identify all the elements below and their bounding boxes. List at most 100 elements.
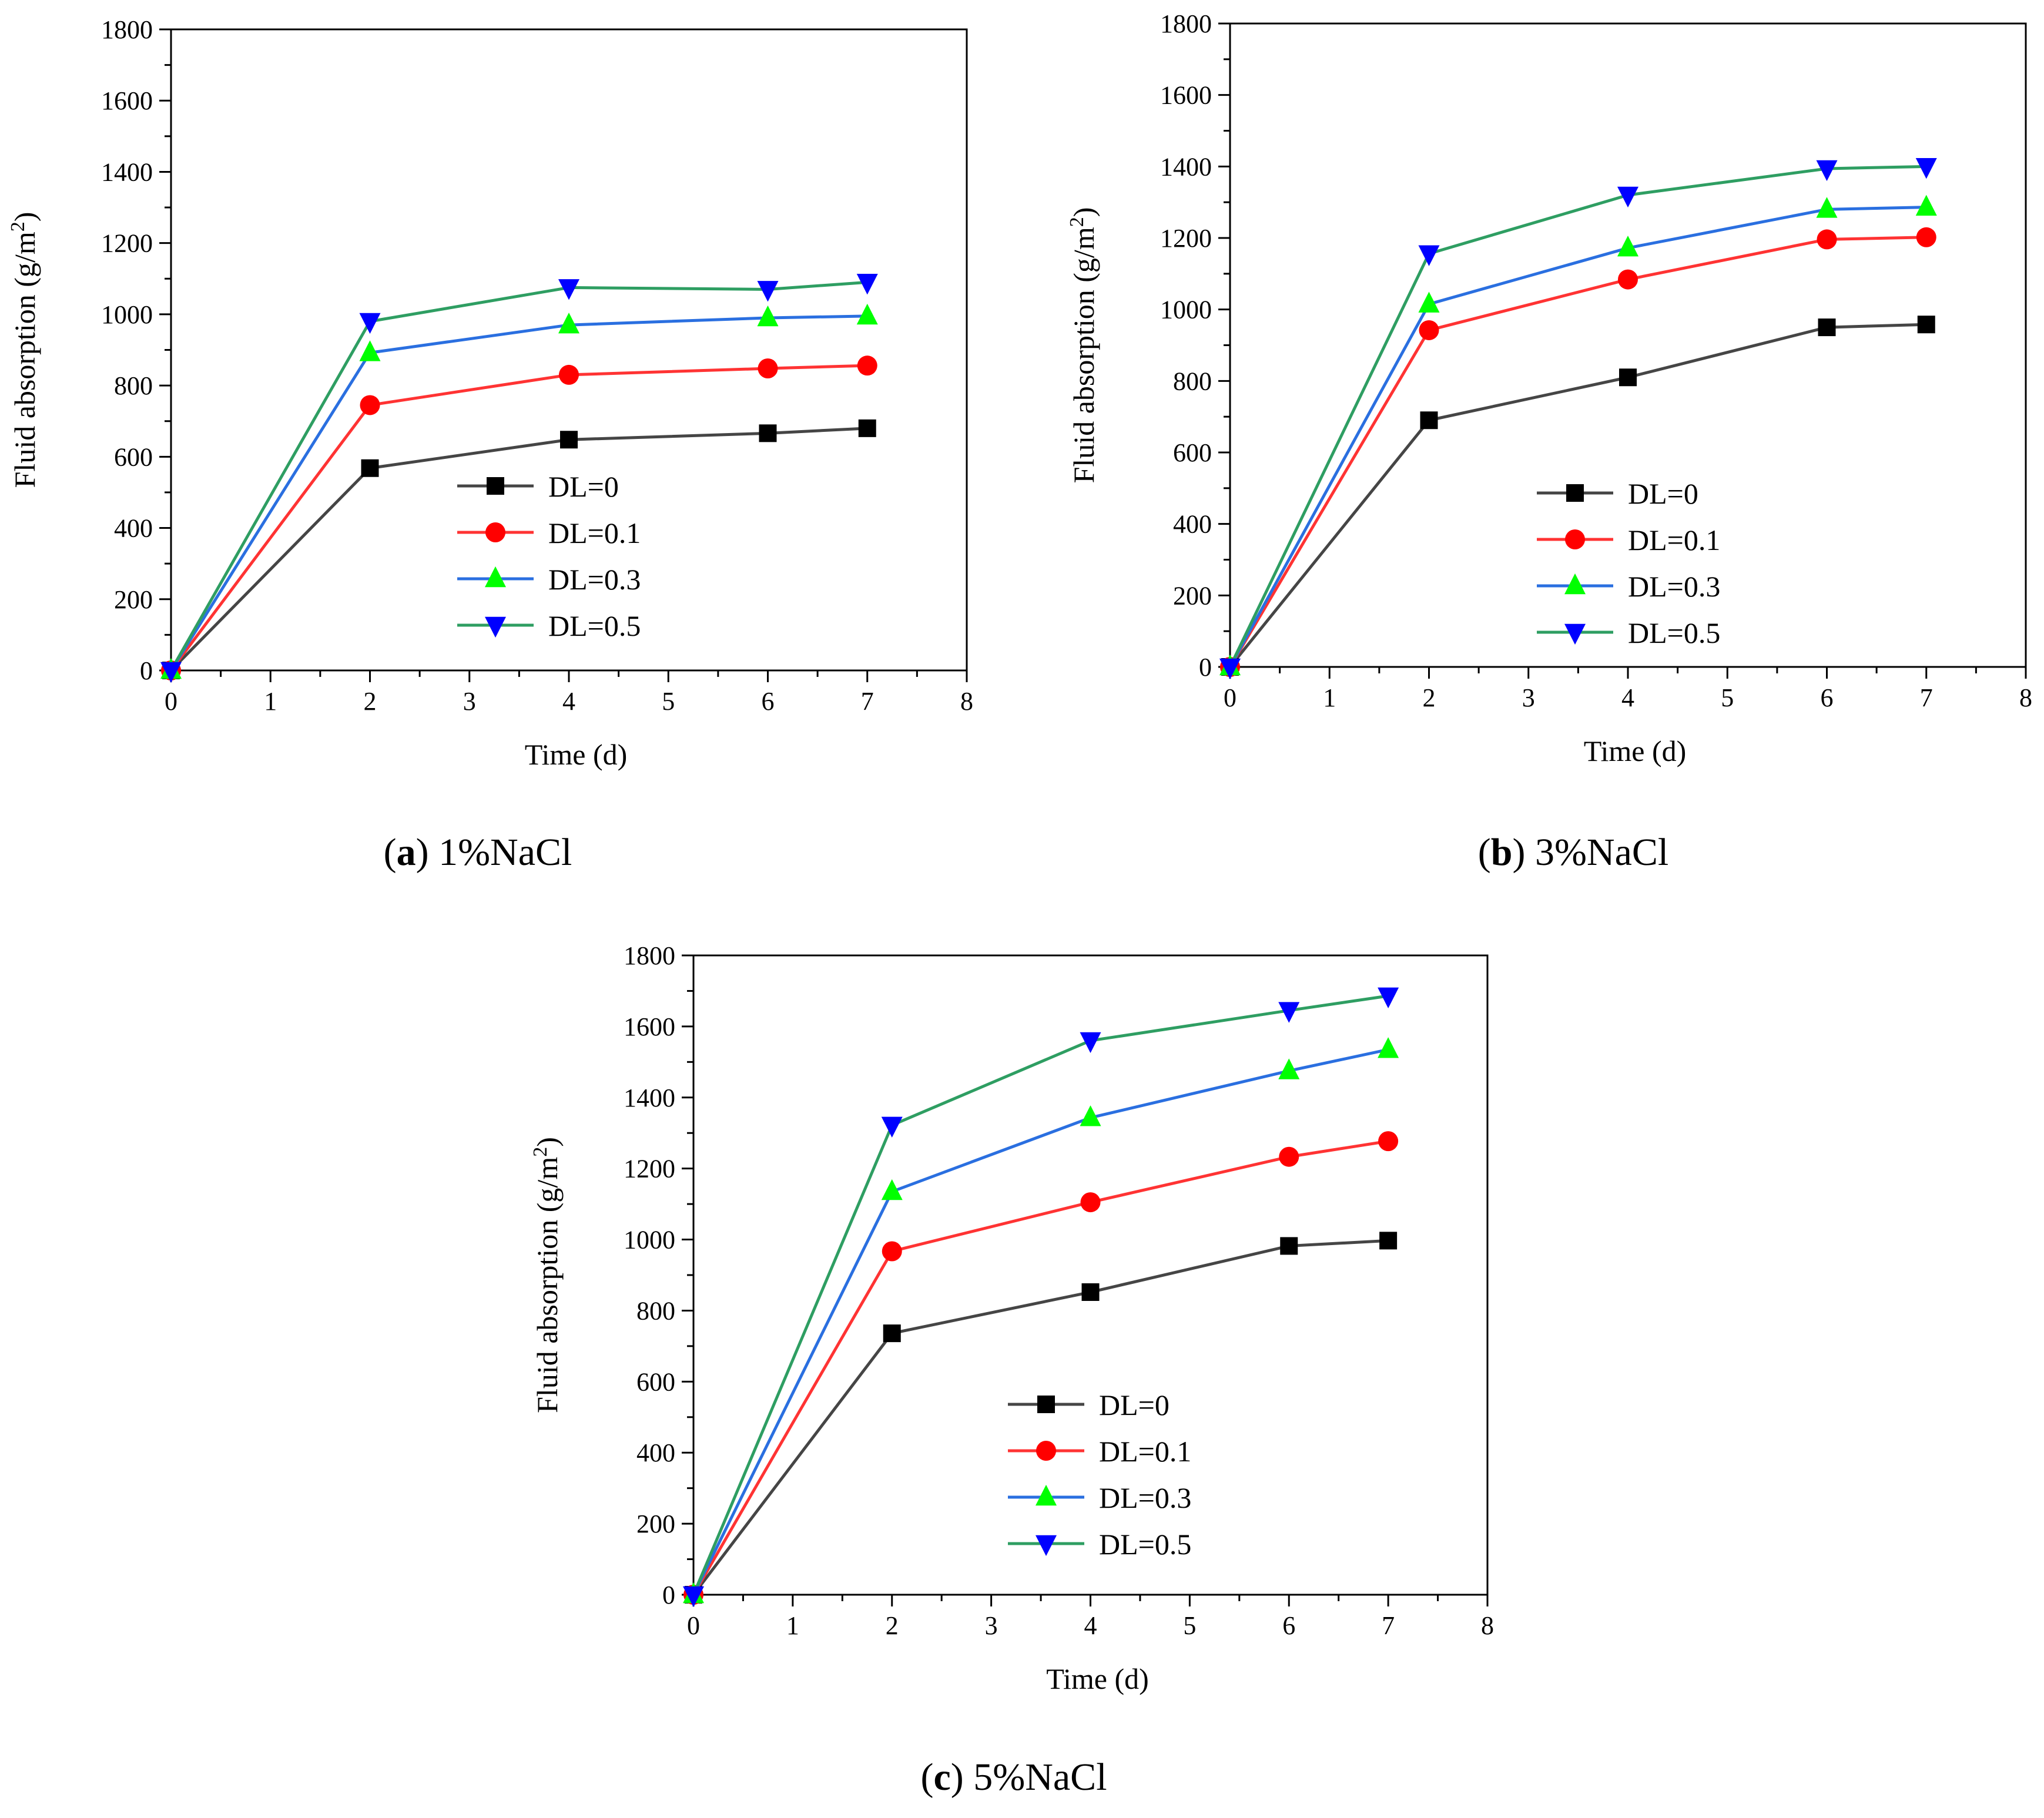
legend-swatch-marker [1036,1535,1057,1557]
legend-item: DL=0 [457,470,619,503]
data-point [1420,411,1438,430]
data-point [858,419,876,437]
series-DL=0.3 [160,303,878,679]
panel-caption: (b) 3%NaCl [1478,831,1668,874]
legend-label: DL=0.1 [1099,1435,1191,1468]
series-DL=0.3 [1219,194,1937,676]
y-axis-title-main: Fluid absorption (g/m [1067,227,1100,483]
x-tick-label: 7 [1382,1611,1395,1640]
x-tick-label: 6 [762,687,775,716]
x-tick-label: 0 [1224,683,1237,712]
data-point [558,312,579,334]
data-point [1219,658,1241,680]
data-point [757,305,779,327]
legend-swatch-marker [1564,623,1586,645]
legend-item: DL=0.3 [457,563,641,596]
legend-label: DL=0 [1099,1388,1170,1421]
chart-a: 0 1 2 3 4 5 6 7 8 0 200 400 600 800 1000 1200 1400 1600 18… [7,15,973,874]
x-tick-label: 7 [1920,683,1933,712]
y-tick-label: 1000 [1160,296,1212,324]
legend-swatch-marker [485,522,505,542]
data-point [1817,229,1837,250]
data-point [359,340,381,361]
y-tick-label: 600 [636,1367,675,1396]
caption-paren-close: ) [951,1756,973,1799]
legend-swatch-marker [485,616,506,638]
data-point [361,459,379,477]
data-point [1617,235,1638,257]
legend: DL=0 DL=0.1 DL=0.3 DL=0.5 [457,470,641,642]
data-point [160,662,182,683]
y-axis-title: Fluid absorption (g/m2) [7,212,41,488]
y-tick-label: 400 [1173,510,1212,539]
data-point [759,424,777,442]
data-point [1379,1232,1398,1250]
caption-label: 3%NaCl [1535,831,1668,874]
x-tick-label: 5 [1183,1611,1196,1640]
y-tick-label: 0 [1199,653,1212,682]
legend-swatch-marker [1564,573,1586,595]
legend-swatch-marker [1036,1484,1057,1506]
x-tick-label: 4 [1621,683,1634,712]
data-point [1619,368,1637,387]
y-tick-label: 1200 [1160,224,1212,253]
x-tick-label: 2 [886,1611,899,1640]
data-point [1816,197,1838,218]
series-DL=0.5 [1219,158,1937,680]
legend-label: DL=0.5 [1628,616,1720,649]
legend-item: DL=0.1 [1008,1435,1191,1468]
legend-label: DL=0.5 [1099,1528,1191,1561]
x-tick-label: 3 [1522,683,1535,712]
x-tick-label: 7 [861,687,874,716]
data-point [856,274,878,295]
y-tick-label: 1800 [101,15,153,44]
data-point [1280,1237,1298,1255]
caption-letter: a [397,831,416,874]
legend-item: DL=0.5 [457,609,641,642]
x-tick-label: 5 [662,687,675,716]
y-tick-label: 1600 [101,86,153,115]
y-tick-label: 1400 [1160,152,1212,181]
legend-item: DL=0 [1537,477,1698,510]
data-point [856,303,878,325]
y-tick-label: 1000 [101,300,153,329]
data-point [1419,320,1439,340]
legend-label: DL=0.1 [1628,524,1720,556]
caption-paren-open: ( [1478,831,1491,874]
x-tick-label: 8 [1481,1611,1494,1640]
y-tick-label: 800 [1173,367,1212,395]
y-tick-label: 1200 [624,1155,675,1183]
data-point [1818,318,1836,337]
caption-letter: c [933,1756,950,1799]
y-tick-label: 1000 [624,1226,675,1255]
x-tick-label: 6 [1821,683,1834,712]
legend-swatch-marker [1036,1441,1056,1461]
y-tick-label: 1600 [1160,81,1212,110]
data-point [683,1586,704,1608]
series-line [692,1048,1389,1596]
data-point [1378,1037,1399,1058]
legend-item: DL=0.3 [1537,570,1720,603]
y-tick-label: 400 [114,514,153,543]
legend: DL=0 DL=0.1 DL=0.3 DL=0.5 [1537,477,1720,649]
data-point [1816,160,1838,182]
x-tick-label: 2 [1423,683,1436,712]
series-DL=0 [162,419,876,679]
x-tick-label: 6 [1282,1611,1295,1640]
y-tick-label: 600 [114,442,153,471]
series-DL=0 [685,1232,1398,1604]
legend-label: DL=0.3 [1628,570,1720,603]
data-point [883,1324,901,1343]
x-tick-label: 1 [1323,683,1336,712]
legend-swatch-marker [485,566,506,588]
x-tick-label: 5 [1721,683,1734,712]
legend-item: DL=0.5 [1008,1528,1191,1561]
y-axis-title-main: Fluid absorption (g/m [531,1157,564,1413]
y-axis-title-superscript: 2 [530,1147,551,1157]
data-point [881,1116,903,1138]
data-point [1378,987,1399,1008]
y-tick-label: 1400 [624,1084,675,1112]
series-DL=0.1 [1220,227,1936,677]
y-tick-label: 800 [114,371,153,400]
x-tick-label: 4 [562,687,575,716]
